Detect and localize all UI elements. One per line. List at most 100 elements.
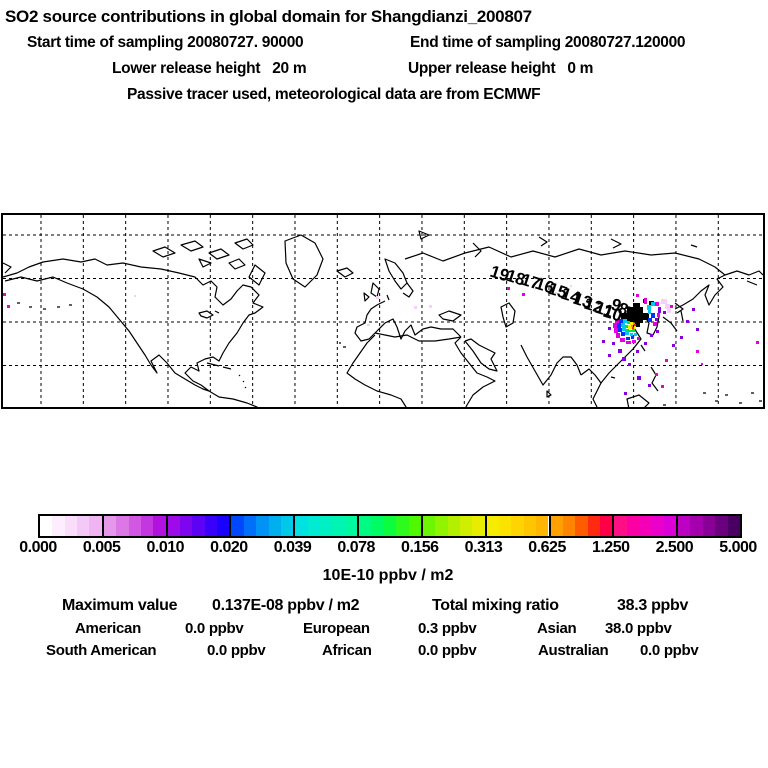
colorbar-tick: 0.625 bbox=[528, 539, 566, 556]
colorbar-cell bbox=[422, 516, 436, 536]
colorbar-cell bbox=[268, 516, 281, 536]
plume-cell bbox=[692, 308, 695, 311]
colorbar-cell bbox=[116, 516, 129, 536]
colorbar-segment bbox=[550, 516, 615, 536]
colorbar-cell bbox=[447, 516, 460, 536]
plume-cell bbox=[631, 325, 633, 327]
plume-cell bbox=[622, 357, 626, 361]
colorbar-cell bbox=[307, 516, 320, 536]
plume-cell bbox=[628, 325, 631, 329]
colorbar-cell bbox=[179, 516, 193, 536]
plume-cell bbox=[644, 301, 647, 304]
end-time-label: End time of sampling 20080727.120000 bbox=[410, 34, 686, 51]
african-value: 0.0 ppbv bbox=[418, 642, 477, 659]
plume-cell bbox=[429, 305, 432, 308]
european-label: European bbox=[303, 620, 370, 637]
plume-cell bbox=[634, 324, 636, 326]
colorbar-tick: 0.078 bbox=[337, 539, 375, 556]
plume-cell bbox=[696, 350, 699, 353]
plume-cell bbox=[661, 299, 667, 304]
plume-cell bbox=[665, 359, 668, 362]
colorbar-cell bbox=[562, 516, 576, 536]
maximum-value-label: Maximum value bbox=[62, 597, 178, 614]
colorbar-cell bbox=[256, 516, 269, 536]
lower-release-height-label: Lower release height 20 m bbox=[112, 60, 307, 77]
plume-cell bbox=[651, 302, 655, 306]
colorbar-tick: 5.000 bbox=[719, 539, 757, 556]
plume-cell bbox=[367, 324, 370, 326]
plume-cell bbox=[3, 293, 6, 296]
plume-cell bbox=[658, 307, 661, 313]
australian-label: Australian bbox=[538, 642, 609, 659]
trajectory-day-label: 10 bbox=[601, 302, 625, 326]
plume-cell bbox=[626, 329, 629, 332]
colorbar-cell bbox=[639, 516, 652, 536]
plume-cell bbox=[653, 322, 657, 326]
colorbar-segment bbox=[167, 516, 232, 536]
colorbar-cell bbox=[319, 516, 333, 536]
plume-cell bbox=[615, 319, 619, 323]
colorbar bbox=[38, 514, 742, 538]
plume-cell bbox=[621, 323, 625, 327]
colorbar-tick: 0.005 bbox=[82, 539, 121, 556]
colorbar-tick: 2.500 bbox=[655, 539, 694, 556]
plume-cell bbox=[630, 322, 633, 325]
colorbar-cell bbox=[52, 516, 65, 536]
plume-cell bbox=[606, 313, 609, 316]
plume-cell bbox=[631, 336, 634, 339]
plume-cell bbox=[623, 319, 627, 323]
plume-cell bbox=[555, 292, 557, 294]
colorbar-segment bbox=[359, 516, 423, 536]
colorbar-cell bbox=[332, 516, 345, 536]
plume-cell bbox=[663, 311, 666, 314]
colorbar-cell bbox=[663, 516, 677, 536]
plume-cell bbox=[628, 363, 631, 366]
plume-cell bbox=[626, 337, 630, 340]
plume-cell bbox=[696, 328, 699, 331]
tracer-info-label: Passive tracer used, meteorological data… bbox=[127, 86, 541, 103]
colorbar-cell bbox=[715, 516, 728, 536]
colorbar-cell bbox=[550, 516, 563, 536]
plume-cell bbox=[570, 285, 572, 287]
graticule-grid bbox=[3, 215, 763, 407]
asian-label: Asian bbox=[537, 620, 577, 637]
colorbar-cell bbox=[103, 516, 117, 536]
south-american-value: 0.0 ppbv bbox=[207, 642, 266, 659]
plume-cell bbox=[632, 340, 636, 343]
plume-cell bbox=[602, 340, 605, 343]
coastlines bbox=[3, 230, 763, 407]
colorbar-tick: 0.039 bbox=[273, 539, 312, 556]
colorbar-cell bbox=[40, 516, 53, 536]
colorbar-cell bbox=[499, 516, 512, 536]
colorbar-segment bbox=[231, 516, 296, 536]
plume-cell bbox=[614, 328, 618, 333]
plume-cell bbox=[632, 327, 634, 329]
colorbar-cell bbox=[371, 516, 384, 536]
plume-cell bbox=[656, 330, 659, 333]
plume-cell bbox=[621, 332, 625, 336]
colorbar-tick: 0.020 bbox=[210, 539, 248, 556]
colorbar-cell bbox=[295, 516, 308, 536]
colorbar-cell bbox=[344, 516, 358, 536]
plume-cell bbox=[616, 333, 620, 338]
colorbar-cell bbox=[280, 516, 294, 536]
total-mixing-ratio-value: 38.3 ppbv bbox=[617, 597, 689, 614]
plume-cell bbox=[672, 344, 675, 347]
colorbar-cell bbox=[128, 516, 141, 536]
start-time-label: Start time of sampling 20080727. 90000 bbox=[27, 34, 304, 51]
plume-cell bbox=[644, 342, 647, 345]
colorbar-segment bbox=[422, 516, 487, 536]
plume-cell bbox=[647, 305, 651, 310]
plume-cell bbox=[608, 327, 611, 330]
trajectory-day-label: 13 bbox=[571, 289, 595, 313]
plume-cell bbox=[670, 305, 673, 308]
south-american-label: South American bbox=[46, 642, 157, 659]
plume-cell bbox=[655, 302, 659, 306]
plume-cell bbox=[634, 326, 636, 329]
plume-cell bbox=[633, 322, 635, 325]
trajectory-day-label: 16 bbox=[533, 274, 557, 298]
american-label: American bbox=[75, 620, 141, 637]
colorbar-cell bbox=[702, 516, 716, 536]
